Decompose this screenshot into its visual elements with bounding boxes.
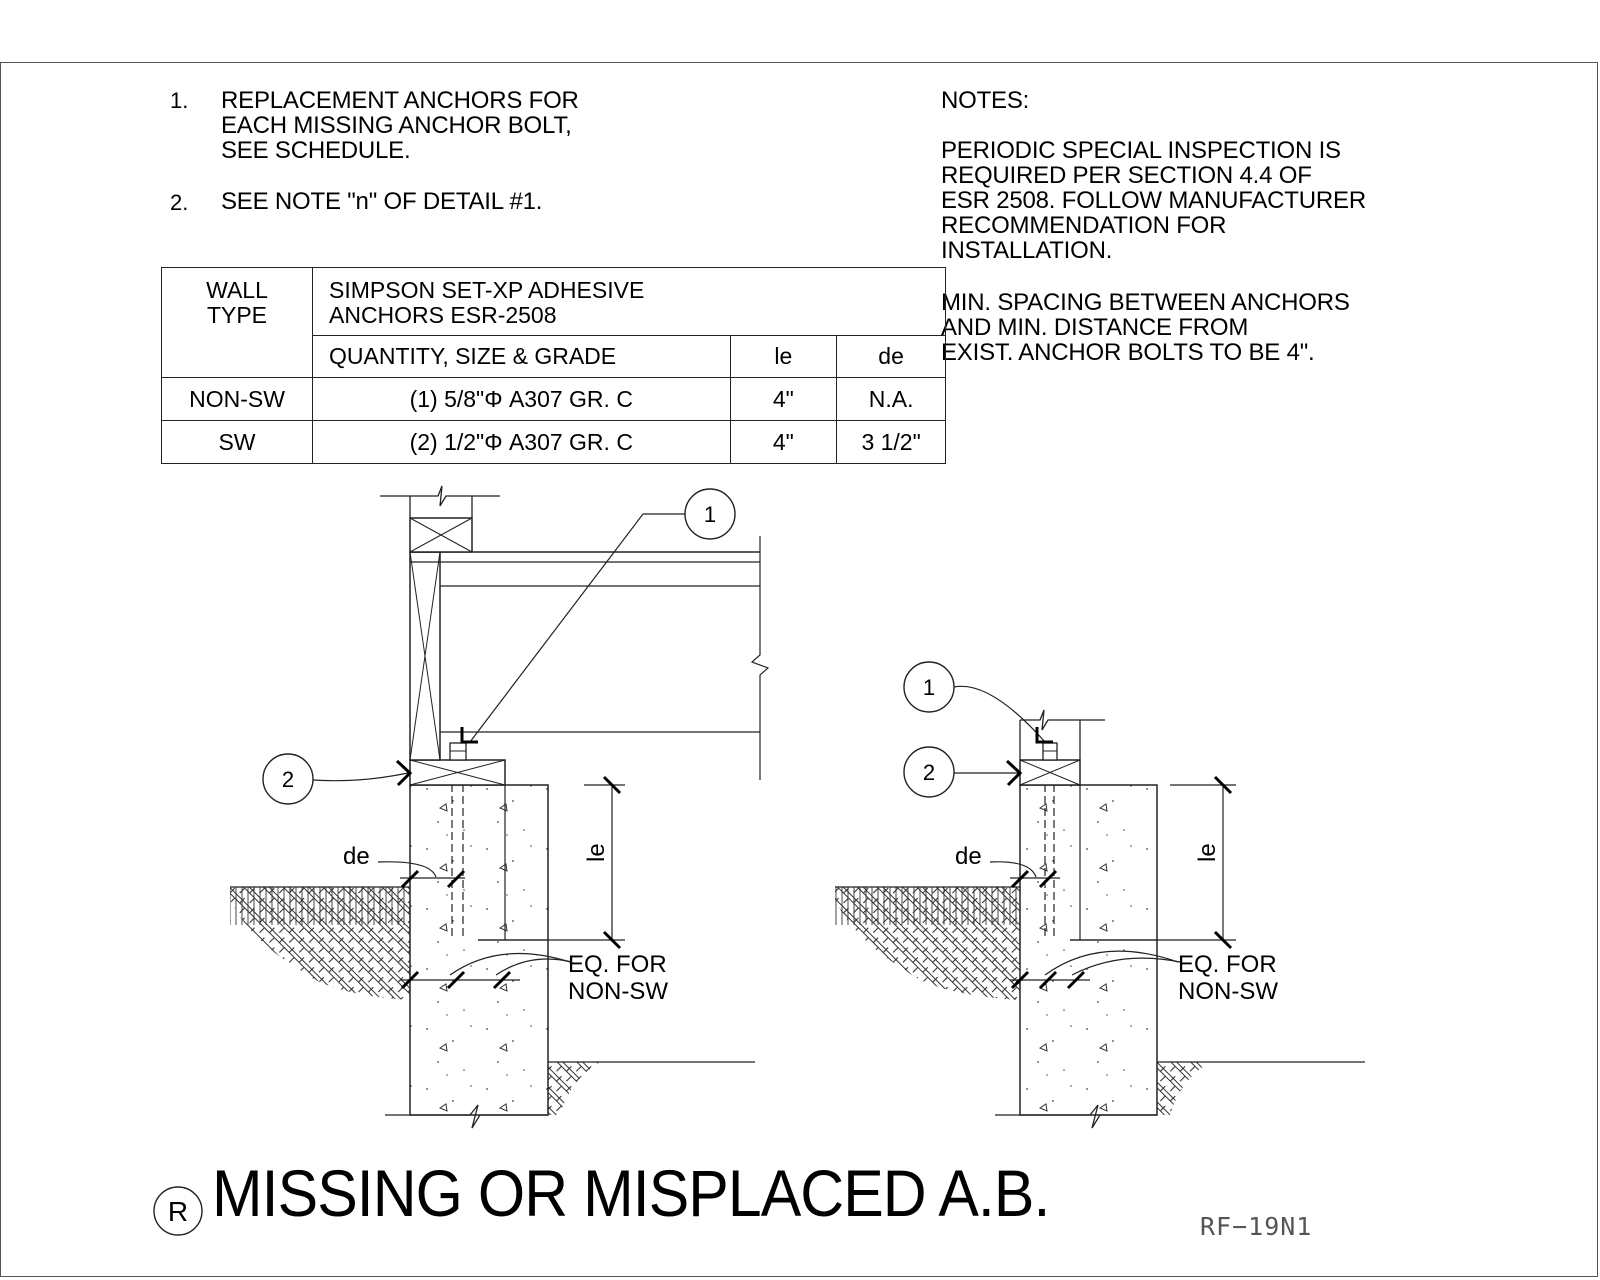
header-anchor-line2: ANCHORS ESR-2508 bbox=[329, 302, 557, 328]
header-anchor-line1: SIMPSON SET-XP ADHESIVE bbox=[329, 277, 645, 303]
right-callout-1-text: 1 bbox=[923, 675, 935, 700]
row-2-wall: SW bbox=[161, 420, 313, 464]
note-1-number: 1. bbox=[170, 88, 189, 113]
right-detail: le de EQ. FOR NON-SW 1 2 bbox=[835, 661, 1365, 1129]
header-de: de bbox=[836, 335, 946, 378]
left-label-le: le bbox=[583, 843, 610, 862]
table-row: NON-SW (1) 5/8"Φ A307 GR. C 4" N.A. bbox=[161, 377, 946, 421]
drawing-number: RF−19N1 bbox=[1200, 1212, 1313, 1241]
notes-para2-line3: EXIST. ANCHOR BOLTS TO BE 4". bbox=[941, 339, 1315, 366]
notes-para1-line4: RECOMMENDATION FOR bbox=[941, 212, 1227, 239]
left-label-de: de bbox=[343, 843, 370, 870]
note-1-line-1: REPLACEMENT ANCHORS FOR bbox=[221, 87, 579, 114]
left-note-line1: EQ. FOR bbox=[568, 951, 667, 978]
row-1-qty: (1) 5/8"Φ A307 GR. C bbox=[312, 377, 731, 421]
notes-heading: NOTES: bbox=[941, 87, 1030, 114]
left-detail: le de EQ. FOR NON-SW 1 2 bbox=[230, 485, 770, 1129]
notes-para1-line2: REQUIRED PER SECTION 4.4 OF bbox=[941, 162, 1312, 189]
note-1-line-2: EACH MISSING ANCHOR BOLT, bbox=[221, 112, 572, 139]
note-2-number: 2. bbox=[170, 190, 189, 215]
right-note-line2: NON-SW bbox=[1178, 978, 1278, 1005]
right-callout-2 bbox=[903, 746, 955, 798]
header-anchor: SIMPSON SET-XP ADHESIVE ANCHORS ESR-2508 bbox=[312, 267, 946, 336]
left-soil-right bbox=[548, 1062, 600, 1115]
drawing-border bbox=[0, 62, 1598, 1277]
left-grass bbox=[230, 887, 410, 925]
left-callout-1-text: 1 bbox=[704, 502, 716, 527]
right-grass bbox=[835, 887, 1020, 925]
notes-para1-line5: INSTALLATION. bbox=[941, 237, 1113, 264]
row-1-de: N.A. bbox=[836, 377, 946, 421]
row-2-de: 3 1/2" bbox=[836, 420, 946, 464]
right-label-le: le bbox=[1194, 843, 1221, 862]
note-1-line-3: SEE SCHEDULE. bbox=[221, 137, 411, 164]
row-2-qty: (2) 1/2"Φ A307 GR. C bbox=[312, 420, 731, 464]
row-2-le: 4" bbox=[729, 420, 838, 464]
header-qty: QUANTITY, SIZE & GRADE bbox=[312, 335, 731, 378]
left-note-line2: NON-SW bbox=[568, 978, 668, 1005]
notes-para1-line1: PERIODIC SPECIAL INSPECTION IS bbox=[941, 137, 1341, 164]
header-wall-type-line2: TYPE bbox=[206, 302, 268, 328]
title-symbol: R bbox=[168, 1196, 188, 1227]
table-row: SW (2) 1/2"Φ A307 GR. C 4" 3 1/2" bbox=[161, 420, 946, 464]
left-callout-2-text: 2 bbox=[282, 767, 294, 792]
header-wall-type: WALL TYPE bbox=[161, 267, 313, 378]
note-2-line-1: SEE NOTE "n" OF DETAIL #1. bbox=[221, 188, 543, 215]
right-foundation bbox=[1019, 784, 1158, 1116]
title-symbol-circle bbox=[153, 1186, 203, 1236]
header-wall-type-line1: WALL bbox=[206, 277, 268, 303]
right-label-de: de bbox=[955, 843, 982, 870]
right-note-line1: EQ. FOR bbox=[1178, 951, 1277, 978]
row-1-wall: NON-SW bbox=[161, 377, 313, 421]
left-callout-2 bbox=[262, 753, 314, 805]
notes-para2-line1: MIN. SPACING BETWEEN ANCHORS bbox=[941, 289, 1350, 316]
notes-para1-line3: ESR 2508. FOLLOW MANUFACTURER bbox=[941, 187, 1366, 214]
notes-para2-line2: AND MIN. DISTANCE FROM bbox=[941, 314, 1249, 341]
anchor-schedule-table: WALL TYPE SIMPSON SET-XP ADHESIVE ANCHOR… bbox=[161, 267, 946, 464]
right-callout-2-text: 2 bbox=[923, 760, 935, 785]
detail-title: MISSING OR MISPLACED A.B. bbox=[212, 1156, 1050, 1230]
left-foundation bbox=[409, 784, 549, 1116]
right-soil-right bbox=[1157, 1062, 1210, 1115]
